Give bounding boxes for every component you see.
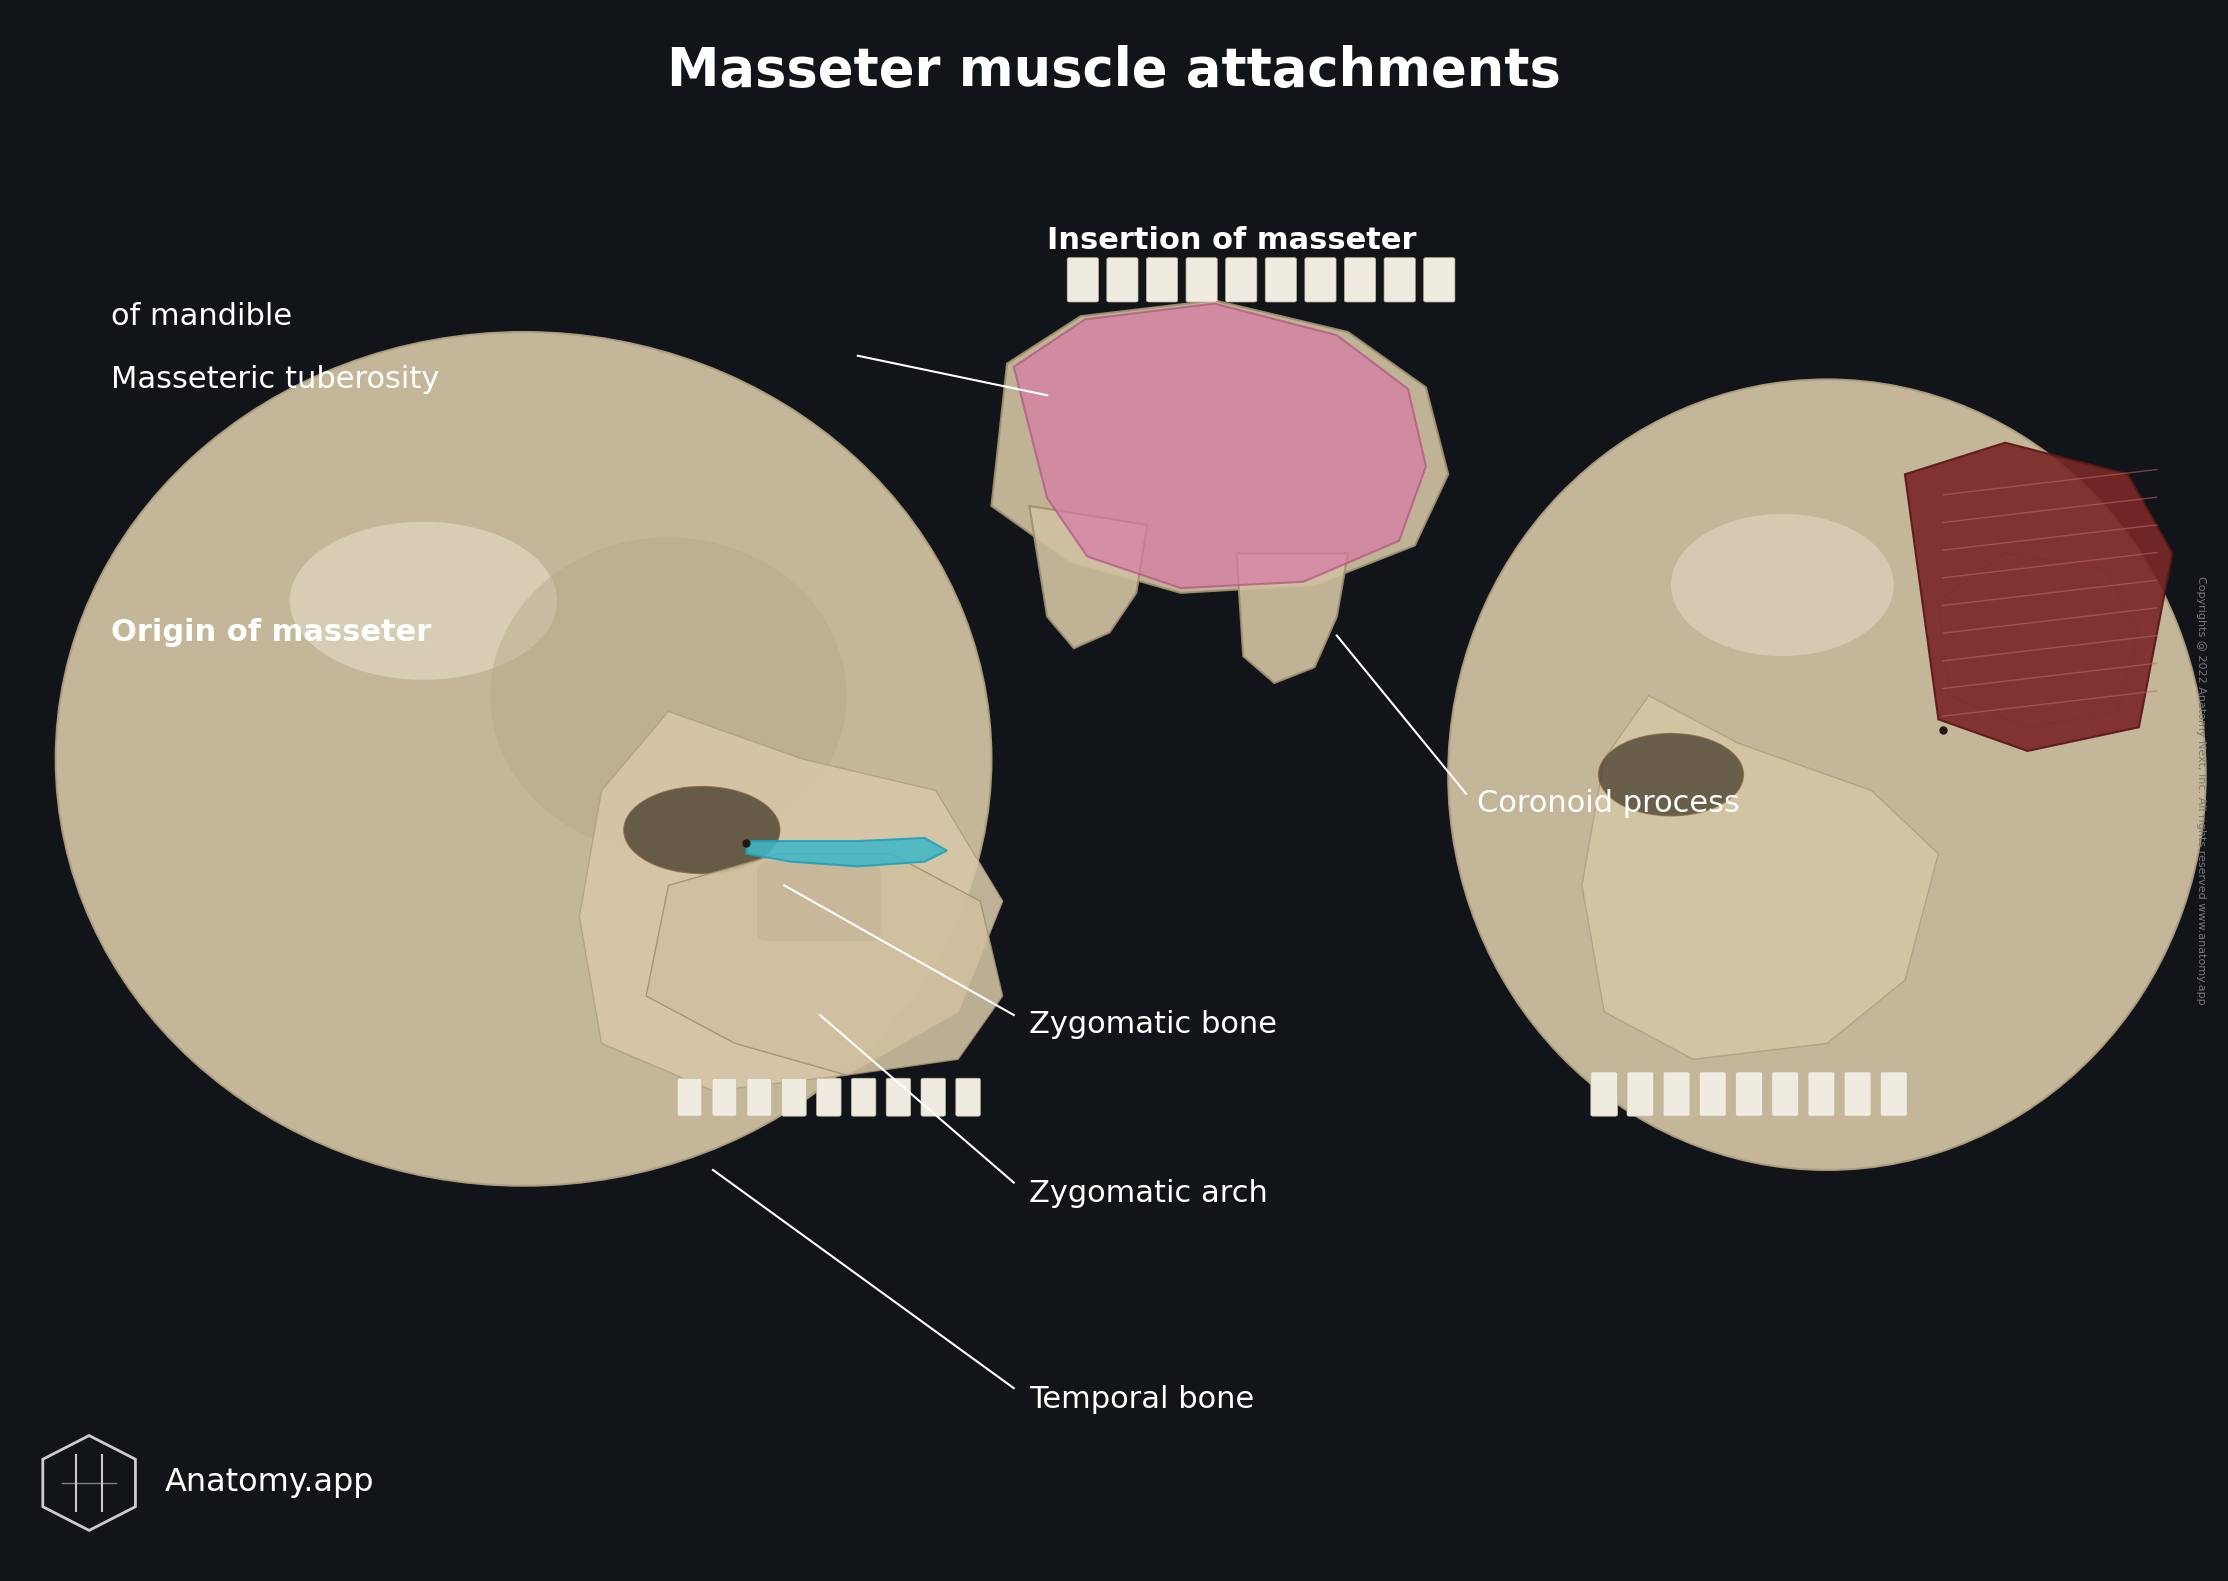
Polygon shape — [1582, 696, 1938, 1059]
Text: Copyrights @ 2022 Anatomy Next, Inc. All rights reserved www.anatomy.app: Copyrights @ 2022 Anatomy Next, Inc. All… — [2197, 575, 2206, 1006]
FancyBboxPatch shape — [713, 1078, 737, 1116]
Ellipse shape — [624, 787, 780, 873]
Text: of mandible: of mandible — [111, 302, 292, 330]
Text: Insertion of masseter: Insertion of masseter — [1047, 226, 1417, 255]
FancyBboxPatch shape — [1424, 258, 1455, 302]
Polygon shape — [1938, 553, 2139, 727]
Text: Masseteric tuberosity: Masseteric tuberosity — [111, 365, 439, 394]
FancyBboxPatch shape — [1880, 1072, 1907, 1116]
FancyBboxPatch shape — [1845, 1072, 1872, 1116]
FancyBboxPatch shape — [1067, 258, 1098, 302]
FancyBboxPatch shape — [956, 1078, 980, 1116]
FancyBboxPatch shape — [1306, 258, 1337, 302]
Polygon shape — [1029, 506, 1147, 648]
FancyBboxPatch shape — [1225, 258, 1257, 302]
Polygon shape — [1237, 553, 1348, 683]
Text: Zygomatic arch: Zygomatic arch — [1029, 1179, 1268, 1208]
Polygon shape — [646, 854, 1003, 1075]
Polygon shape — [1014, 304, 1426, 588]
FancyBboxPatch shape — [851, 1078, 876, 1116]
Ellipse shape — [56, 332, 991, 1186]
FancyBboxPatch shape — [758, 862, 880, 941]
Text: Coronoid process: Coronoid process — [1477, 789, 1740, 817]
Text: Anatomy.app: Anatomy.app — [165, 1467, 374, 1499]
FancyBboxPatch shape — [815, 1078, 842, 1116]
Polygon shape — [579, 711, 1003, 1091]
Ellipse shape — [1600, 734, 1745, 816]
Ellipse shape — [1671, 514, 1894, 656]
FancyBboxPatch shape — [920, 1078, 945, 1116]
FancyBboxPatch shape — [1626, 1072, 1653, 1116]
FancyBboxPatch shape — [1700, 1072, 1727, 1116]
FancyBboxPatch shape — [677, 1078, 702, 1116]
FancyBboxPatch shape — [1736, 1072, 1762, 1116]
Text: Origin of masseter: Origin of masseter — [111, 618, 432, 647]
Polygon shape — [991, 300, 1448, 593]
FancyBboxPatch shape — [1185, 258, 1216, 302]
FancyBboxPatch shape — [782, 1078, 807, 1116]
Text: Temporal bone: Temporal bone — [1029, 1385, 1254, 1413]
Polygon shape — [746, 838, 947, 866]
Text: Zygomatic bone: Zygomatic bone — [1029, 1010, 1277, 1039]
FancyBboxPatch shape — [1343, 258, 1375, 302]
Text: Masseter muscle attachments: Masseter muscle attachments — [666, 46, 1562, 96]
FancyBboxPatch shape — [1107, 258, 1139, 302]
Ellipse shape — [290, 522, 557, 680]
FancyBboxPatch shape — [1809, 1072, 1836, 1116]
FancyBboxPatch shape — [1771, 1072, 1798, 1116]
Polygon shape — [1905, 443, 2172, 751]
FancyBboxPatch shape — [746, 1078, 771, 1116]
Ellipse shape — [1448, 379, 2206, 1170]
FancyBboxPatch shape — [887, 1078, 911, 1116]
FancyBboxPatch shape — [1266, 258, 1297, 302]
FancyBboxPatch shape — [1147, 258, 1179, 302]
FancyBboxPatch shape — [1384, 258, 1415, 302]
FancyBboxPatch shape — [1591, 1072, 1618, 1116]
Ellipse shape — [490, 538, 847, 854]
FancyBboxPatch shape — [1662, 1072, 1689, 1116]
